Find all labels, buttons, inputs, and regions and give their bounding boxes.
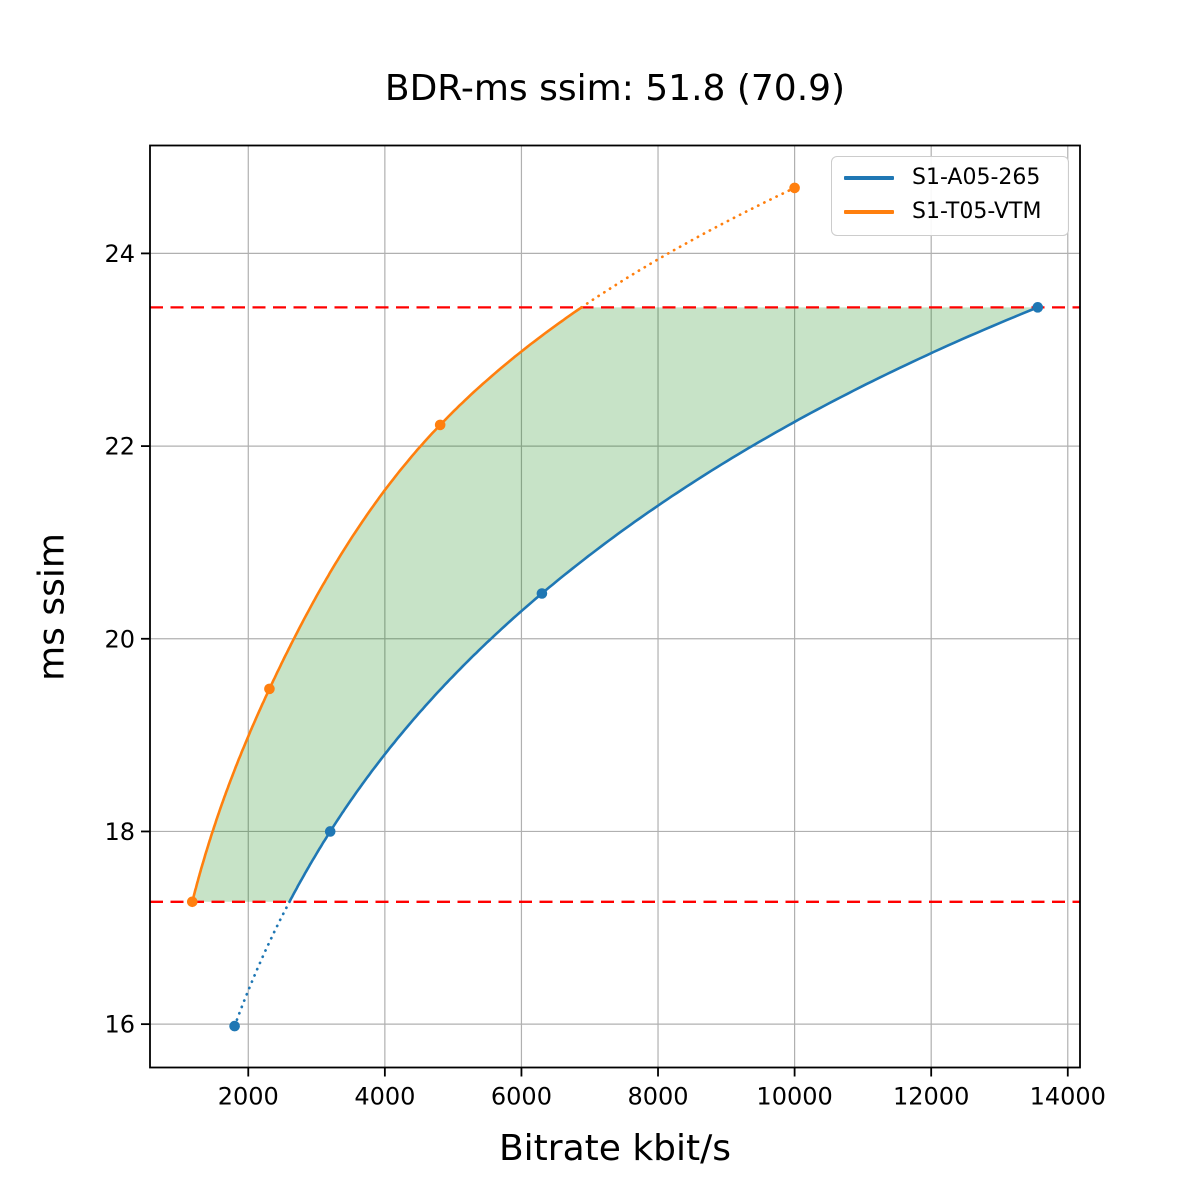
series-curve-S1-T05-VTM (191, 306, 583, 903)
x-tick-label: 10000 (756, 1083, 832, 1111)
y-tick-label: 18 (104, 818, 135, 846)
y-axis-label: ms ssim (31, 533, 73, 681)
x-tick-label: 14000 (1030, 1083, 1106, 1111)
data-point-S1-T05-VTM (186, 896, 198, 908)
legend-item-s1-t05-vtm: S1-T05-VTM (844, 199, 1056, 225)
legend-line-swatch-orange (844, 210, 894, 214)
x-axis-label: Bitrate kbit/s (498, 1128, 732, 1169)
legend-label: S1-A05-265 (912, 165, 1041, 190)
data-point-S1-A05-265 (1032, 302, 1044, 313)
legend-label: S1-T05-VTM (912, 199, 1042, 224)
y-tick-label: 22 (104, 433, 135, 461)
legend-item-s1-a05-265: S1-A05-265 (844, 165, 1056, 191)
data-point-S1-A05-265 (324, 826, 336, 837)
data-point-S1-T05-VTM (434, 419, 446, 431)
bd-rate-shaded-region (192, 307, 1038, 902)
x-tick-label: 12000 (893, 1083, 969, 1111)
y-tick-label: 24 (104, 240, 135, 268)
data-point-S1-A05-265 (536, 588, 548, 599)
x-tick-label: 2000 (218, 1083, 279, 1111)
legend-line-swatch-blue (844, 176, 894, 180)
chart-title: BDR-ms ssim: 51.8 (70.9) (384, 68, 846, 109)
data-point-S1-T05-VTM (789, 182, 800, 194)
data-point-S1-A05-265 (229, 1020, 240, 1032)
x-tick-label: 8000 (627, 1083, 688, 1111)
series-curve-dotted-S1-A05-265 (233, 900, 291, 1028)
axes-spines (149, 144, 1081, 1069)
x-tick-label: 4000 (354, 1083, 415, 1111)
series-curve-dotted-S1-T05-VTM (580, 186, 796, 309)
y-tick-label: 16 (104, 1011, 135, 1039)
legend: S1-A05-265 S1-T05-VTM (831, 156, 1069, 236)
x-tick-label: 6000 (491, 1083, 552, 1111)
y-tick-label: 20 (104, 625, 135, 653)
series-curve-S1-A05-265 (288, 306, 1039, 903)
data-point-S1-T05-VTM (264, 683, 275, 695)
